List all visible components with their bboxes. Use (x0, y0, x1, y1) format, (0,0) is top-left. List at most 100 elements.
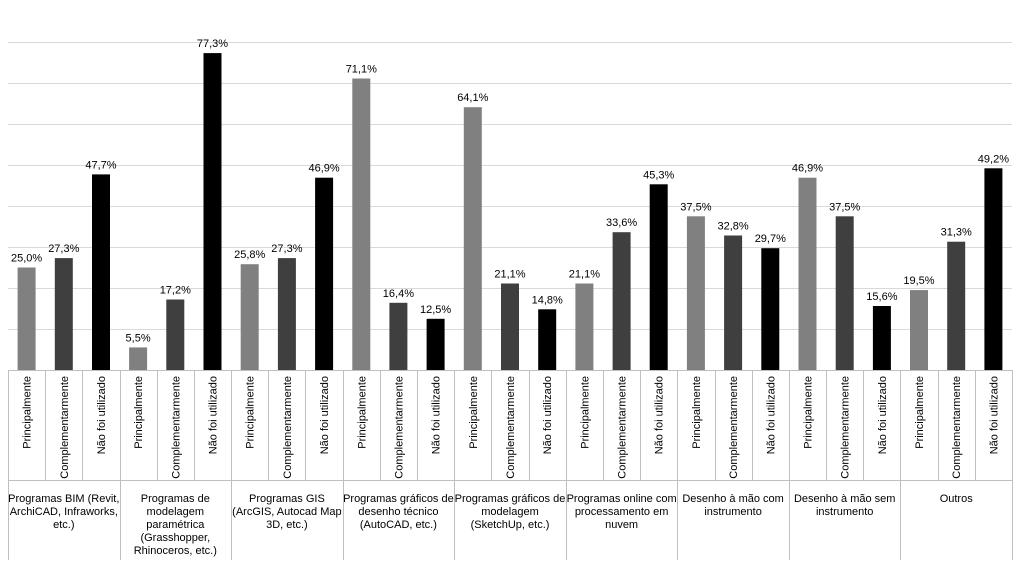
bar (947, 241, 966, 370)
data-label: 29,7% (755, 233, 786, 245)
bar (240, 264, 259, 370)
subcategory-tick-label: Não foi utilizado (96, 376, 108, 454)
bar (835, 216, 854, 371)
data-label: 15,6% (866, 291, 897, 303)
bar (724, 235, 743, 370)
subcategory-tick-label: Principalmente (914, 376, 926, 449)
group-tick-label-line: (ArcGIS, Autocad Map (232, 506, 341, 518)
category-axis: Principalmente Complementarmente Não foi u… (8, 370, 1013, 560)
subcategory-tick-label: Não foi utilizado (877, 376, 889, 454)
subcategory-tick-label: Principalmente (579, 376, 591, 449)
data-label: 64,1% (457, 92, 488, 104)
bar (17, 267, 36, 370)
bar (575, 283, 594, 370)
subcategory-tick-label: Não foi utilizado (319, 376, 331, 454)
bar (538, 309, 557, 370)
data-label: 21,1% (569, 269, 600, 281)
data-label: 14,8% (532, 294, 563, 306)
bar (203, 53, 222, 370)
subcategory-tick-label: Principalmente (22, 376, 34, 449)
subcategory-tick-label: Complementarmente (728, 376, 740, 479)
group-tick-label-line: Programas gráficos de (455, 493, 566, 505)
data-label: 12,5% (420, 304, 451, 316)
data-label: 21,1% (494, 269, 525, 281)
subcategory-tick-label: Não foi utilizado (542, 376, 554, 454)
bar (463, 107, 482, 370)
group-tick-label-line: nuvem (605, 519, 638, 531)
group-tick-label-line: Desenho à mão com (682, 493, 784, 505)
bar (872, 306, 891, 370)
data-label: 71,1% (346, 64, 377, 76)
group-tick-label-line: (AutoCAD, etc.) (360, 519, 437, 531)
data-label: 27,3% (271, 243, 302, 255)
subcategory-tick-label: Complementarmente (617, 376, 629, 479)
group-tick-label-line: ArchiCAD, Infraworks, (10, 506, 118, 518)
group-tick-label-line: Outros (940, 493, 974, 505)
data-label: 27,3% (48, 243, 79, 255)
data-label: 45,3% (643, 169, 674, 181)
bar (166, 299, 185, 370)
data-label: 46,9% (792, 163, 823, 175)
subcategory-tick-label: Complementarmente (951, 376, 963, 479)
data-label: 37,5% (829, 201, 860, 213)
data-labels: 25,0% 27,3% 47,7% 5,5% 17,2% 77,3% 25,8% 27,3% 4… (11, 38, 1009, 344)
data-label: 77,3% (197, 38, 228, 50)
bar (426, 318, 445, 371)
group-tick-label: Programas GIS (ArcGIS, Autocad Map 3D, etc… (232, 493, 341, 531)
group-tick-label-line: desenho técnico (358, 506, 438, 518)
group-tick-label-line: Programas gráficos de (343, 493, 454, 505)
group-tick-label: Programas BIM (Revit, ArchiCAD, Infrawork… (8, 493, 119, 531)
bar (389, 302, 408, 370)
data-label: 33,6% (606, 217, 637, 229)
group-tick-label-line: Desenho à mão sem (794, 493, 896, 505)
group-tick-label: Programas online com processamento em nuve… (567, 493, 677, 531)
group-tick-label: Programas gráficos de modelagem (SketchUp,… (455, 493, 566, 531)
data-label: 32,8% (717, 221, 748, 233)
data-label: 19,5% (903, 275, 934, 287)
bar (761, 248, 780, 370)
subcategory-tick-label: Principalmente (245, 376, 257, 449)
group-tick-label-line: 3D, etc.) (266, 519, 308, 531)
subcategory-tick-label: Principalmente (468, 376, 480, 449)
bar (649, 184, 668, 370)
data-label: 5,5% (126, 332, 151, 344)
group-tick-label: Programas de modelagem paramétrica (Grassho… (134, 493, 217, 557)
group-tick-label-line: etc.) (53, 519, 74, 531)
bar (92, 174, 110, 370)
group-tick-label-line: processamento em (575, 506, 669, 518)
bar (798, 177, 817, 370)
group-tick-label-line: (SketchUp, etc.) (471, 519, 550, 531)
subcategory-tick-label: Não foi utilizado (654, 376, 666, 454)
subcategory-tick-label: Complementarmente (393, 376, 405, 479)
data-label: 37,5% (680, 201, 711, 213)
group-tick-label-line: Programas GIS (249, 493, 325, 505)
subcategory-tick-label: Complementarmente (59, 376, 71, 479)
subcategory-tick-label: Não foi utilizado (765, 376, 777, 454)
group-tick-label-line: instrumento (816, 506, 873, 518)
subcategory-tick-label: Principalmente (133, 376, 145, 449)
group-tick-label-line: modelagem (147, 506, 204, 518)
group-tick-label: Desenho à mão com instrumento (682, 493, 784, 518)
subcategory-tick-label: Principalmente (803, 376, 815, 449)
data-label: 49,2% (978, 153, 1009, 165)
subcategory-tick-label: Não foi utilizado (988, 376, 1000, 454)
data-label: 25,8% (234, 249, 265, 261)
subcategory-tick-label: Complementarmente (505, 376, 517, 479)
group-tick-label-line: modelagem (481, 506, 538, 518)
data-label: 47,7% (85, 159, 116, 171)
bars (17, 53, 1003, 371)
subcategory-tick-label: Complementarmente (840, 376, 852, 479)
bar (612, 232, 631, 370)
subcategory-tick-label: Principalmente (691, 376, 703, 449)
bar (352, 78, 371, 370)
bar (984, 168, 1003, 370)
bar (910, 290, 928, 370)
group-tick-label: Desenho à mão sem instrumento (794, 493, 896, 518)
bar (54, 258, 73, 370)
subcategory-tick-label: Principalmente (356, 376, 368, 449)
data-label: 16,4% (383, 288, 414, 300)
subcategory-tick-label: Não foi utilizado (431, 376, 443, 454)
group-tick-label-line: paramétrica (146, 519, 205, 531)
